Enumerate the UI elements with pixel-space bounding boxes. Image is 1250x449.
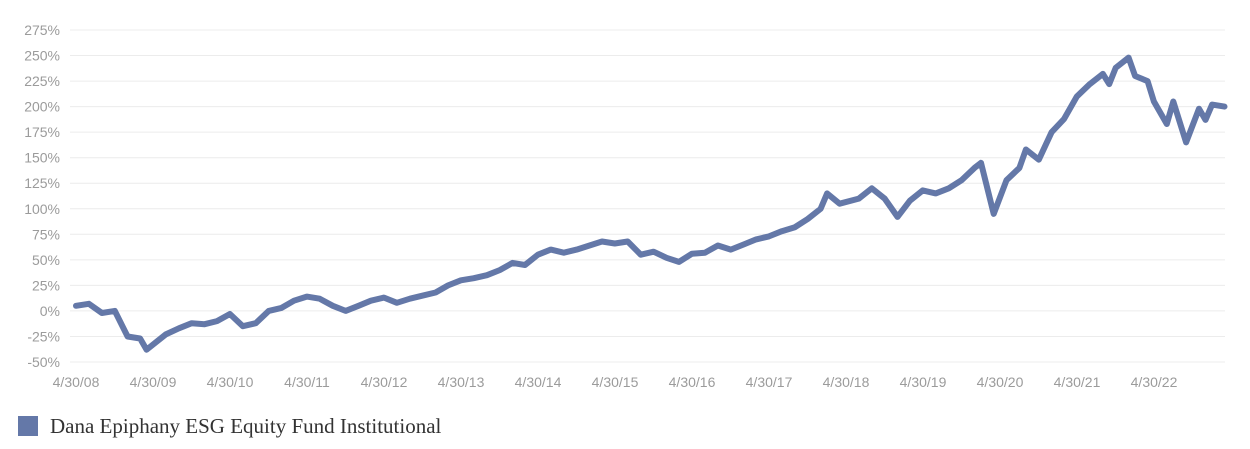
y-tick-label: -25% <box>27 328 60 344</box>
y-tick-label: 75% <box>32 226 60 242</box>
x-tick-label: 4/30/16 <box>669 374 716 390</box>
line-chart: 275% 250% 225% 200% 175% 150% 125% 100% 75% 50% 25… <box>24 22 1228 390</box>
y-tick-label: -50% <box>27 354 60 370</box>
x-tick-label: 4/30/14 <box>515 374 562 390</box>
y-tick-label: 50% <box>32 252 60 268</box>
series-layer <box>73 54 1228 353</box>
y-tick-label: 25% <box>32 277 60 293</box>
legend-swatch <box>18 416 38 436</box>
x-tick-label: 4/30/18 <box>823 374 870 390</box>
y-tick-label: 0% <box>40 303 60 319</box>
x-tick-label: 4/30/21 <box>1054 374 1101 390</box>
x-tick-label: 4/30/08 <box>53 374 100 390</box>
x-tick-label: 4/30/11 <box>284 374 330 390</box>
y-tick-label: 200% <box>24 99 60 115</box>
legend: Dana Epiphany ESG Equity Fund Institutio… <box>18 412 441 440</box>
legend-label: Dana Epiphany ESG Equity Fund Institutio… <box>50 413 442 438</box>
x-tick-label: 4/30/15 <box>592 374 639 390</box>
x-tick-label: 4/30/22 <box>1131 374 1178 390</box>
y-tick-label: 225% <box>24 73 60 89</box>
y-tick-label: 125% <box>24 175 60 191</box>
series-line <box>73 54 1228 353</box>
x-tick-label: 4/30/20 <box>977 374 1024 390</box>
x-axis-ticks: 4/30/08 4/30/09 4/30/10 4/30/11 4/30/12 4/30/… <box>53 374 1178 390</box>
x-tick-label: 4/30/09 <box>130 374 177 390</box>
x-tick-label: 4/30/10 <box>207 374 254 390</box>
x-tick-label: 4/30/13 <box>438 374 485 390</box>
y-tick-label: 250% <box>24 48 60 64</box>
y-tick-label: 175% <box>24 124 60 140</box>
grid-lines <box>70 29 1225 363</box>
x-tick-label: 4/30/19 <box>900 374 947 390</box>
y-axis-ticks: 275% 250% 225% 200% 175% 150% 125% 100% 75% 50% 25… <box>24 22 60 370</box>
y-tick-label: 150% <box>24 150 60 166</box>
y-tick-label: 275% <box>24 22 60 38</box>
x-tick-label: 4/30/17 <box>746 374 793 390</box>
y-tick-label: 100% <box>24 201 60 217</box>
x-tick-label: 4/30/12 <box>361 374 408 390</box>
